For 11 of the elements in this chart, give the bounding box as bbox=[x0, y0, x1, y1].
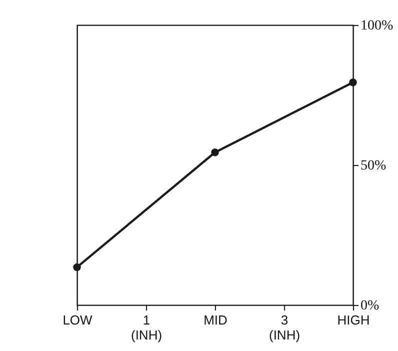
y-tick-label: 50% bbox=[360, 158, 386, 174]
x-tick-label: HIGH bbox=[337, 312, 370, 328]
x-tick-label: 3 (INH) bbox=[268, 312, 300, 342]
y-tick-label: 100% bbox=[360, 18, 394, 34]
x-tick-label: MID bbox=[204, 312, 228, 328]
point bbox=[73, 263, 81, 272]
x-tick-label: LOW bbox=[62, 312, 94, 328]
y-tick-label: 0% bbox=[360, 298, 380, 314]
point bbox=[211, 148, 219, 156]
point bbox=[349, 78, 357, 86]
x-tick-label: 1 (INH) bbox=[130, 312, 162, 342]
